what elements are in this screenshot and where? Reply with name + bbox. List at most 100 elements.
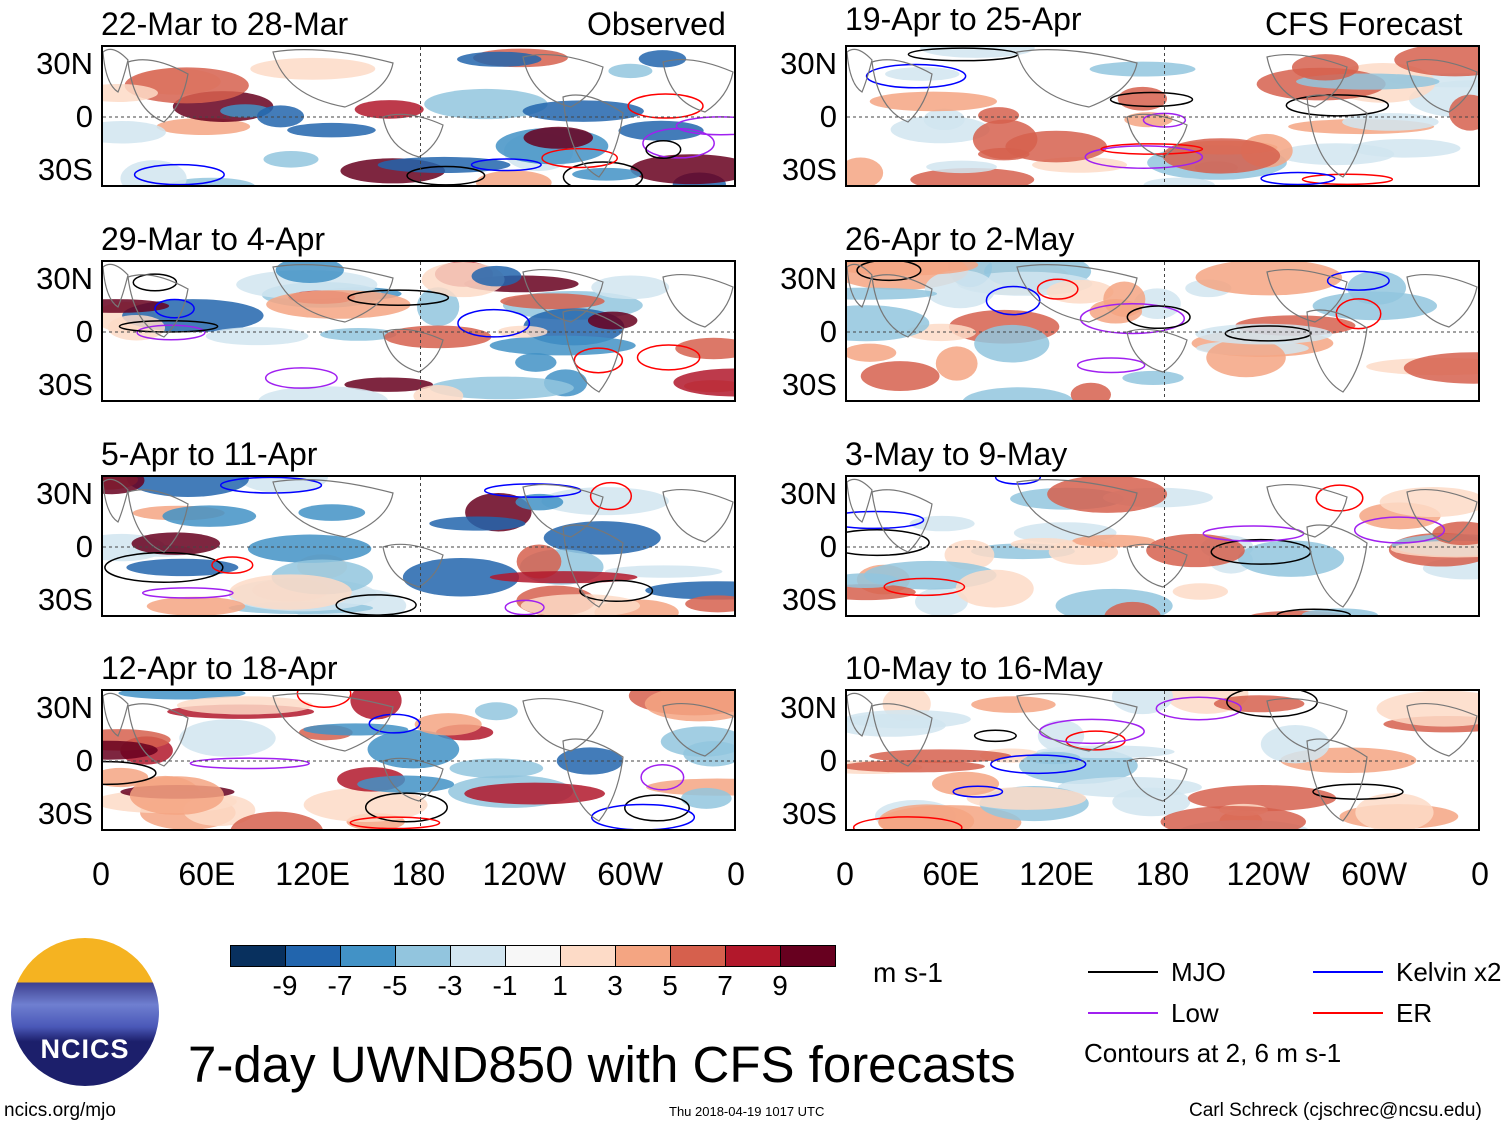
- contour-line: [1335, 298, 1382, 330]
- anomaly-blob: [1355, 793, 1434, 829]
- colorbar-label: 3: [607, 970, 623, 1001]
- contour-line: [985, 285, 1041, 316]
- anomaly-blob: [414, 713, 482, 736]
- y-tick-label: 0: [819, 314, 837, 349]
- anomaly-blob: [205, 327, 309, 346]
- anomaly-blob: [847, 760, 985, 773]
- coastline: [272, 479, 394, 538]
- anomaly-blob: [1010, 537, 1077, 551]
- anomaly-blob: [522, 100, 644, 122]
- coastline: [127, 59, 189, 123]
- contour-line: [219, 477, 323, 494]
- anomaly-blob: [1312, 291, 1438, 321]
- colorbar-swatch: [505, 945, 561, 967]
- contour-line: [636, 344, 701, 371]
- anomaly-blob: [250, 57, 376, 80]
- anomaly-field: [103, 262, 734, 400]
- y-tick-label: 0: [75, 314, 93, 349]
- anomaly-blob: [644, 691, 734, 722]
- anomaly-blob: [955, 569, 1034, 608]
- legend-label: Low: [1171, 998, 1219, 1028]
- y-tick-label: 30N: [780, 690, 837, 725]
- colorbar-swatch: [780, 945, 836, 967]
- colorbar-swatch: [615, 945, 671, 967]
- anomaly-blob: [1117, 86, 1168, 111]
- contour-line: [847, 529, 930, 557]
- contour-line: [1155, 696, 1242, 721]
- anomaly-blob: [471, 265, 522, 287]
- anomaly-blob: [266, 290, 411, 319]
- contour-line: [1100, 143, 1204, 155]
- anomaly-blob: [131, 532, 221, 555]
- anomaly-blob: [675, 337, 734, 360]
- contour-line: [1326, 270, 1390, 291]
- anomaly-blob: [1057, 776, 1202, 798]
- panel-title: 26-Apr to 2-May: [845, 221, 1075, 257]
- coastline: [1266, 483, 1348, 538]
- anomaly-blob: [1448, 94, 1478, 131]
- coastline: [522, 483, 604, 538]
- colorbar-swatch: [670, 945, 726, 967]
- coastline: [522, 268, 604, 323]
- contour-line: [132, 273, 178, 292]
- anomaly-blob: [103, 740, 158, 760]
- colorbar-swatch: [450, 945, 506, 967]
- coastline: [1016, 49, 1138, 108]
- contour-line: [856, 262, 922, 282]
- anomaly-blob: [146, 596, 246, 615]
- contour-line: [504, 599, 545, 615]
- anomaly-blob: [909, 515, 975, 532]
- panel-title: 5-Apr to 11-Apr: [101, 436, 318, 472]
- footer-timestamp: Thu 2018-04-19 1017 UTC: [669, 1104, 825, 1119]
- anomaly-blob: [932, 771, 1000, 796]
- y-tick-label: 0: [819, 743, 837, 778]
- y-tick-label: 30N: [36, 261, 93, 296]
- y-tick-label: 30S: [781, 796, 837, 831]
- coastline: [871, 703, 933, 767]
- coastline: [847, 692, 873, 737]
- contour-line: [627, 93, 704, 119]
- anomaly-blob: [156, 118, 251, 136]
- contour-line: [865, 63, 967, 89]
- coastline: [1016, 479, 1138, 538]
- x-tick-label: 0: [1471, 856, 1489, 892]
- anomaly-blob: [1111, 691, 1174, 715]
- coastline: [522, 53, 604, 108]
- colorbar-label: 1: [552, 970, 568, 1001]
- coastline: [871, 59, 933, 123]
- anomaly-blob: [1376, 691, 1478, 727]
- legend-line: [1088, 1012, 1158, 1014]
- coastline: [1016, 264, 1138, 323]
- coastline: [662, 702, 734, 757]
- panel-title: 3-May to 9-May: [845, 436, 1068, 472]
- contour-line: [573, 347, 624, 374]
- anomaly-blob: [257, 105, 305, 128]
- anomaly-blob: [515, 493, 564, 511]
- legend-label: ER: [1396, 998, 1433, 1028]
- contour-line: [211, 556, 254, 574]
- contour-line: [847, 510, 925, 530]
- anomaly-blob: [962, 387, 1074, 400]
- anomaly-blob: [1162, 138, 1281, 174]
- contour-line: [1126, 305, 1191, 330]
- anomaly-blob: [847, 262, 979, 276]
- anomaly-field: [847, 262, 1478, 400]
- colorbar-swatch: [230, 945, 286, 967]
- coastline: [127, 274, 189, 338]
- anomaly-blob: [429, 376, 574, 400]
- contour-line: [1036, 278, 1079, 300]
- panel-title: 29-Mar to 4-Apr: [101, 221, 326, 257]
- colorbar-label: -1: [492, 970, 518, 1001]
- coastline: [272, 49, 394, 108]
- contour-line: [1260, 171, 1336, 185]
- y-tick-label: 30N: [36, 476, 93, 511]
- anomaly-blob: [474, 702, 518, 721]
- colorbar-swatch: [560, 945, 616, 967]
- anomaly-blob: [424, 88, 548, 120]
- coastline: [1266, 53, 1348, 108]
- colorbar-label: -3: [437, 970, 463, 1001]
- coastline: [871, 489, 933, 553]
- anomaly-blob: [869, 749, 1012, 763]
- contour-line: [589, 481, 633, 511]
